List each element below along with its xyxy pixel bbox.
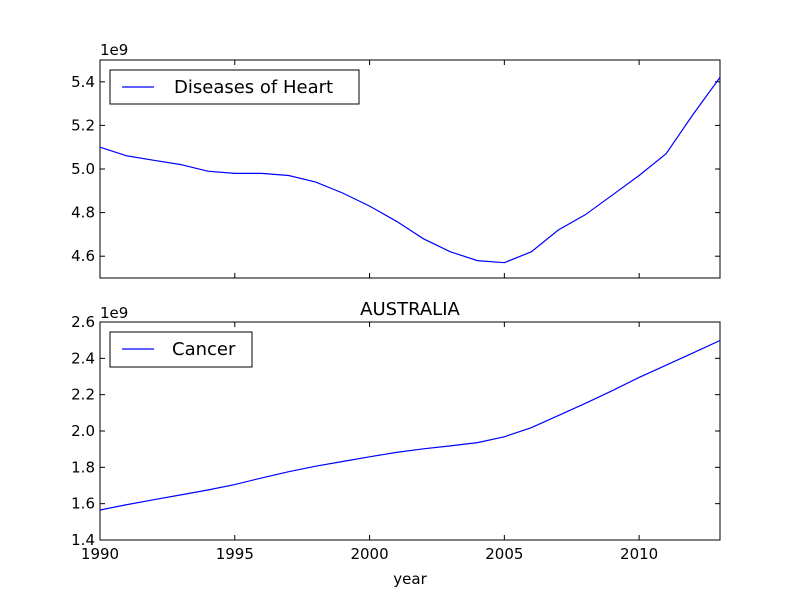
series-line-cancer bbox=[99, 339, 721, 511]
y-tick-label: 1.6 bbox=[71, 495, 95, 513]
top-y-ticks: 4.6 4.8 5.0 5.2 5.4 bbox=[71, 73, 720, 265]
top-legend-label: Diseases of Heart bbox=[174, 77, 333, 98]
bottom-panel: AUSTRALIA 1e9 1.4 1.6 1.8 2.0 2.2 2.4 2.6 1990… bbox=[71, 299, 721, 588]
y-tick-label: 4.8 bbox=[71, 204, 95, 222]
bottom-x-ticks: 1990 1995 2000 2005 2010 bbox=[81, 322, 658, 563]
bottom-title: AUSTRALIA bbox=[360, 299, 460, 320]
top-offset-label: 1e9 bbox=[100, 41, 128, 59]
bottom-offset-label: 1e9 bbox=[100, 304, 128, 322]
y-tick-label: 4.6 bbox=[71, 247, 95, 265]
bottom-legend-label: Cancer bbox=[172, 339, 236, 360]
y-tick-label: 2.2 bbox=[71, 386, 95, 404]
bottom-y-ticks: 1.4 1.6 1.8 2.0 2.2 2.4 2.6 bbox=[71, 313, 720, 549]
y-tick-label: 1.8 bbox=[71, 458, 95, 476]
x-tick-label: 1990 bbox=[81, 545, 119, 563]
x-tick-label: 2000 bbox=[350, 545, 388, 563]
y-tick-label: 5.4 bbox=[71, 73, 95, 91]
y-tick-label: 2.4 bbox=[71, 349, 95, 367]
x-tick-label: 2005 bbox=[485, 545, 523, 563]
x-tick-label: 1995 bbox=[216, 545, 254, 563]
top-legend: Diseases of Heart bbox=[109, 69, 360, 105]
y-tick-label: 2.0 bbox=[71, 422, 95, 440]
y-tick-label: 2.6 bbox=[71, 313, 95, 331]
top-panel: 1e9 4.6 4.8 5.0 5.2 5.4 Diseases of Heart bbox=[71, 41, 721, 279]
y-tick-label: 1.4 bbox=[71, 531, 95, 549]
y-tick-label: 5.2 bbox=[71, 116, 95, 134]
bottom-legend: Cancer bbox=[109, 331, 253, 368]
y-tick-label: 5.0 bbox=[71, 160, 95, 178]
x-axis-label: year bbox=[393, 570, 427, 588]
series-line-diseases-of-heart bbox=[99, 77, 721, 264]
top-x-ticks bbox=[99, 60, 640, 278]
x-tick-label: 2010 bbox=[620, 545, 658, 563]
